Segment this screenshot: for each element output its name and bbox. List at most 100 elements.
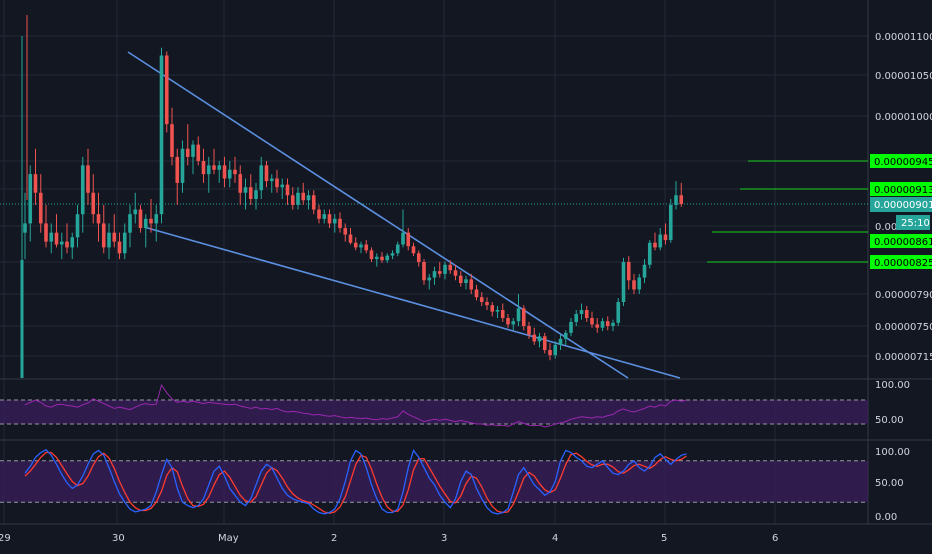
- candle-body: [296, 192, 300, 205]
- candle-body: [569, 322, 573, 333]
- candle-body: [185, 148, 190, 157]
- candle-body: [254, 190, 258, 199]
- candle-body: [70, 237, 75, 248]
- drawn-lines: [0, 51, 868, 379]
- time-tick-label: 6: [772, 533, 778, 544]
- candle-body: [154, 214, 159, 224]
- candle-body: [611, 322, 615, 326]
- candle-body: [290, 195, 295, 205]
- candle-body: [164, 55, 169, 125]
- candle-body: [621, 262, 626, 302]
- rsi-level-label: 50.00: [875, 415, 904, 426]
- candle-body: [23, 223, 27, 233]
- candle-body: [443, 264, 447, 274]
- candle-body: [674, 195, 678, 205]
- candle-body: [112, 232, 117, 242]
- candle-body: [80, 165, 85, 215]
- trendline-upper: [127, 51, 629, 379]
- candle-body: [364, 244, 369, 251]
- candle-body: [233, 169, 237, 175]
- level-label: 0.00000861: [874, 237, 932, 248]
- candle-body: [138, 209, 143, 229]
- candle-body: [269, 178, 274, 182]
- candle-body: [579, 310, 584, 314]
- candle-body: [285, 184, 290, 196]
- candle-body: [605, 321, 610, 326]
- candle-body: [65, 241, 69, 248]
- candle-body: [401, 232, 405, 245]
- candle-body: [374, 256, 379, 260]
- level-label-box: [870, 255, 932, 269]
- candle-body: [191, 144, 195, 157]
- candle-body: [584, 310, 589, 318]
- candle-body: [327, 214, 332, 224]
- candle-body: [217, 165, 222, 170]
- candle-body: [201, 161, 206, 175]
- trendline-lower: [143, 226, 681, 379]
- candle-body: [75, 214, 80, 238]
- price-axis[interactable]: 0.00001100 0.00001050 0.00001000 0.00000790…: [870, 32, 932, 523]
- candle-body: [658, 234, 663, 248]
- candle-body: [663, 234, 668, 241]
- candle-body: [469, 279, 474, 290]
- candle-body: [574, 314, 579, 322]
- candle-body: [490, 305, 495, 312]
- stoch-k-line: [24, 448, 687, 515]
- candle-body: [448, 264, 453, 271]
- candle-body: [227, 169, 232, 179]
- candle-body: [411, 246, 416, 254]
- candle-body: [495, 310, 500, 312]
- candle-body: [485, 302, 489, 306]
- candle-body: [453, 270, 458, 276]
- candle-body: [143, 218, 148, 229]
- candle-body: [464, 279, 468, 284]
- price-tick-label: 0.00000790: [875, 290, 932, 301]
- price-tick-label: 0.00001100: [875, 32, 932, 43]
- candle-body: [516, 308, 521, 322]
- candle-body: [679, 195, 684, 204]
- candle-body: [553, 344, 558, 356]
- candle-body: [647, 242, 652, 265]
- candle-body: [506, 318, 510, 325]
- candle-body: [117, 241, 122, 254]
- candle-body: [479, 297, 484, 302]
- candle-body: [458, 275, 463, 284]
- candle-body: [595, 324, 600, 328]
- candle-body: [369, 250, 374, 260]
- stoch-band: [0, 460, 868, 503]
- candle-body: [332, 218, 337, 224]
- level-label-box: [870, 234, 932, 248]
- candle-body: [175, 156, 180, 183]
- candle-body: [96, 214, 101, 224]
- level-label: 0.00000825: [874, 258, 932, 269]
- candlesticks: [20, 15, 684, 378]
- grid-lines: [0, 0, 932, 525]
- candle-body: [59, 241, 64, 245]
- stoch-level-label: 0.00: [875, 512, 897, 523]
- countdown-label: 25:10: [901, 218, 930, 229]
- candle-body: [91, 192, 96, 215]
- candle-body: [500, 310, 505, 318]
- level-label: 0.00000945: [874, 157, 932, 168]
- indicator-bands: [0, 399, 868, 503]
- time-axis[interactable]: 29 30 May 2 3 4 5 6: [0, 533, 778, 544]
- rsi-band: [0, 400, 868, 424]
- candle-body: [653, 242, 657, 248]
- candle-body: [380, 256, 384, 261]
- candle-body: [128, 214, 132, 233]
- candle-body: [474, 289, 479, 298]
- candle-body: [427, 277, 432, 281]
- candle-body: [33, 174, 38, 193]
- candle-body: [590, 318, 594, 325]
- candle-body: [44, 223, 48, 242]
- candle-body: [259, 165, 264, 191]
- current-price-label: 0.00000901: [874, 200, 932, 211]
- stoch-level-label: 100.00: [875, 447, 910, 458]
- candle-body: [180, 148, 185, 183]
- level-label-box: [870, 154, 932, 168]
- stoch-level-label: 50.00: [875, 478, 904, 489]
- candle-body: [222, 165, 227, 179]
- candle-body: [642, 264, 647, 278]
